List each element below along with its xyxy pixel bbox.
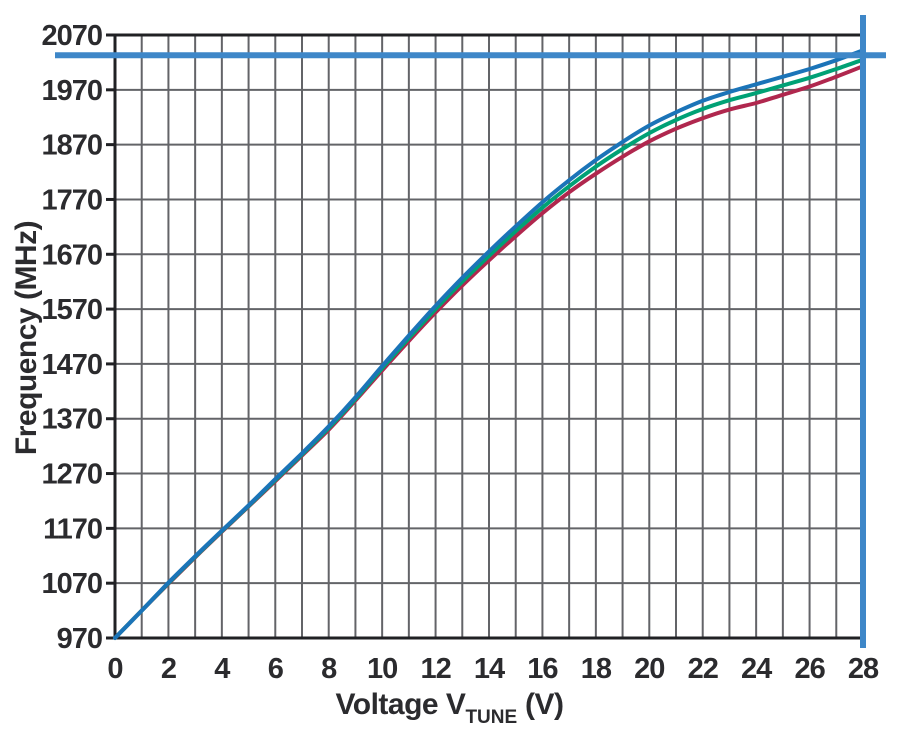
x-axis-title-subscript: TUNE xyxy=(465,707,518,728)
y-tick-label: 1570 xyxy=(41,294,102,326)
x-tick-label: 12 xyxy=(420,653,450,685)
y-tick-label: 970 xyxy=(57,623,102,655)
x-tick-label: 16 xyxy=(527,653,558,685)
x-tick-label: 4 xyxy=(214,653,230,685)
x-axis-title-prefix: Voltage V xyxy=(335,688,466,721)
tuning-curve-upper xyxy=(113,48,865,640)
x-tick-label: 0 xyxy=(107,653,122,685)
y-tick-label: 1170 xyxy=(43,513,102,545)
y-tick-label: 2070 xyxy=(41,20,102,52)
y-tick-label: 1270 xyxy=(41,459,102,491)
y-axis-title: Frequency (MHz) xyxy=(10,220,43,456)
y-tick-label: 1670 xyxy=(41,239,102,271)
x-tick-label: 8 xyxy=(321,653,337,685)
x-tick-label: 28 xyxy=(848,653,879,685)
x-axis-title: Voltage VTUNE (V) xyxy=(0,688,899,728)
x-tick-label: 10 xyxy=(367,653,397,685)
y-tick-label: 1370 xyxy=(41,404,102,436)
y-tick-label: 1970 xyxy=(41,75,102,107)
x-tick-label: 22 xyxy=(688,653,718,685)
x-axis-title-suffix: (V) xyxy=(517,688,564,721)
y-tick-label: 1070 xyxy=(41,568,102,600)
x-tick-label: 20 xyxy=(634,653,664,685)
x-tick-label: 18 xyxy=(581,653,612,685)
x-tick-label: 24 xyxy=(741,653,772,685)
y-tick-label: 1870 xyxy=(41,130,102,162)
x-tick-label: 26 xyxy=(794,653,825,685)
y-tick-label: 1770 xyxy=(41,184,102,216)
x-tick-label: 14 xyxy=(474,653,505,685)
x-tick-label: 6 xyxy=(268,653,284,685)
y-tick-label: 1470 xyxy=(41,349,102,381)
x-tick-label: 2 xyxy=(161,653,176,685)
